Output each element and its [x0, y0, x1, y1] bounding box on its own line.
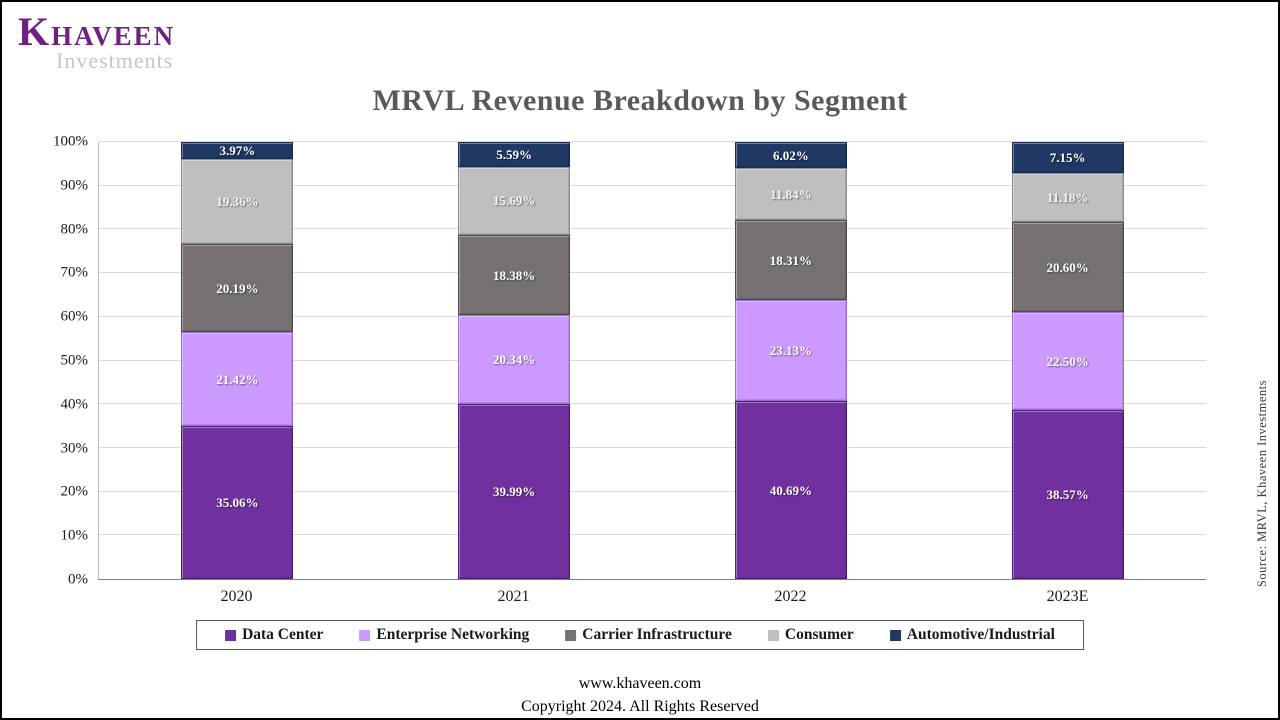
- segment-value-label: 20.60%: [1046, 259, 1089, 275]
- footer-copyright: Copyright 2024. All Rights Reserved: [521, 698, 759, 716]
- segment-value-label: 20.19%: [216, 280, 259, 296]
- y-axis: 0% 10% 20% 30% 40% 50% 60% 70% 80% 90% 100%: [36, 134, 98, 588]
- x-axis-labels: 2020 2021 2022 2023E: [98, 588, 1206, 606]
- bar-segment-data-center: 35.06%: [181, 425, 294, 579]
- segment-value-label: 22.50%: [1046, 353, 1089, 369]
- gridline: [99, 141, 1206, 142]
- bar-segment-consumer: 11.84%: [734, 168, 847, 221]
- chart-title: MRVL Revenue Breakdown by Segment: [372, 84, 908, 117]
- bar-segment-carrier-infrastructure: 20.19%: [181, 243, 294, 333]
- segment-value-label: 21.42%: [216, 371, 259, 387]
- legend-item-consumer: Consumer: [767, 626, 854, 644]
- legend-label: Consumer: [784, 626, 854, 643]
- legend-label: Automotive/Industrial: [906, 626, 1055, 643]
- segment-value-label: 6.02%: [773, 147, 809, 163]
- y-tick-label: 30%: [60, 440, 89, 457]
- legend-label: Enterprise Networking: [376, 626, 530, 643]
- bar-segment-data-center: 40.69%: [734, 401, 847, 579]
- bar-2021: 39.99% 20.34% 18.38% 15.69% 5.59%: [458, 142, 571, 579]
- legend-label: Carrier Infrastructure: [582, 626, 732, 643]
- source-note: Source: MRVL, Khaveen Investments: [1255, 380, 1269, 588]
- segment-value-label: 38.57%: [1046, 487, 1089, 503]
- segment-value-label: 18.38%: [493, 267, 536, 283]
- x-category-label: 2023E: [1046, 588, 1089, 605]
- y-tick-label: 90%: [60, 177, 89, 194]
- y-tick-label: 10%: [60, 527, 89, 544]
- segment-value-label: 11.18%: [1046, 190, 1089, 206]
- bar-segment-enterprise-networking: 23.13%: [734, 300, 847, 402]
- segment-value-label: 40.69%: [769, 482, 812, 498]
- bar-segment-consumer: 11.18%: [1011, 173, 1124, 223]
- logo-subtitle: Investments: [56, 48, 174, 73]
- x-category-label: 2020: [220, 588, 253, 605]
- legend-item-automotive-industrial: Automotive/Industrial: [889, 626, 1055, 644]
- legend-marker: [359, 629, 371, 641]
- y-tick-label: 80%: [60, 221, 89, 238]
- segment-value-label: 18.31%: [769, 252, 812, 268]
- bar-segment-data-center: 38.57%: [1011, 410, 1124, 579]
- legend-marker: [225, 629, 237, 641]
- y-tick-label: 100%: [53, 133, 88, 150]
- legend-label: Data Center: [242, 626, 324, 643]
- legend-item-data-center: Data Center: [225, 626, 323, 644]
- logo: Khaveen Investments: [18, 8, 175, 74]
- bar-segment-automotive-industrial: 7.15%: [1011, 142, 1124, 174]
- bar-segment-enterprise-networking: 22.50%: [1011, 312, 1124, 411]
- y-tick-label: 60%: [60, 308, 89, 325]
- gridline: [99, 228, 1206, 230]
- gridline: [99, 359, 1206, 361]
- segment-value-label: 35.06%: [216, 494, 259, 510]
- bar-segment-carrier-infrastructure: 20.60%: [1011, 222, 1124, 313]
- bar-segment-consumer: 15.69%: [458, 166, 571, 236]
- bar-2022: 40.69% 23.13% 18.31% 11.84% 6.02%: [734, 142, 847, 579]
- legend-item-enterprise-networking: Enterprise Networking: [359, 626, 529, 644]
- segment-value-label: 19.36%: [216, 194, 259, 210]
- y-tick-label: 50%: [60, 352, 89, 369]
- bars: 35.06% 21.42% 20.19% 19.36% 3.97% 39.99% 20.34…: [99, 142, 1206, 579]
- segment-value-label: 11.84%: [770, 186, 812, 202]
- legend-marker: [565, 629, 577, 641]
- segment-value-label: 15.69%: [493, 193, 536, 209]
- gridline: [99, 315, 1206, 317]
- y-tick-label: 20%: [60, 483, 89, 500]
- segment-value-label: 20.34%: [493, 352, 536, 368]
- logo-name: Khaveen: [18, 9, 176, 54]
- bar-segment-data-center: 39.99%: [458, 404, 571, 579]
- gridline: [99, 403, 1206, 405]
- gridline: [99, 446, 1206, 448]
- bar-2023e: 38.57% 22.50% 20.60% 11.18% 7.15%: [1011, 142, 1124, 579]
- bar-segment-automotive-industrial: 6.02%: [734, 142, 847, 169]
- plot-area: 35.06% 21.42% 20.19% 19.36% 3.97% 39.99% 20.34…: [98, 141, 1206, 580]
- y-tick-label: 70%: [60, 264, 89, 281]
- gridline: [99, 272, 1206, 274]
- segment-value-label: 5.59%: [496, 146, 532, 162]
- x-category-label: 2022: [774, 588, 807, 605]
- bar-segment-carrier-infrastructure: 18.31%: [734, 220, 847, 301]
- footer-website: www.khaveen.com: [578, 675, 702, 692]
- bar-segment-carrier-infrastructure: 18.38%: [458, 235, 571, 316]
- segment-value-label: 7.15%: [1049, 150, 1086, 166]
- y-tick-label: 0%: [68, 571, 88, 588]
- footer: www.khaveen.com Copyright 2024. All Righ…: [2, 672, 1278, 718]
- legend-marker: [889, 629, 901, 641]
- segment-value-label: 3.97%: [219, 143, 256, 159]
- y-tick-label: 40%: [60, 396, 89, 413]
- bar-segment-enterprise-networking: 20.34%: [458, 315, 571, 405]
- legend-marker: [767, 629, 779, 641]
- segment-value-label: 23.13%: [769, 343, 812, 359]
- bar-segment-automotive-industrial: 5.59%: [458, 142, 571, 167]
- gridline: [99, 184, 1206, 186]
- gridline: [99, 490, 1206, 492]
- gridline: [99, 534, 1206, 536]
- bar-segment-enterprise-networking: 21.42%: [181, 332, 294, 426]
- legend-item-carrier-infrastructure: Carrier Infrastructure: [565, 626, 732, 644]
- bar-2020: 35.06% 21.42% 20.19% 19.36% 3.97%: [181, 142, 294, 579]
- stacked-bar-chart: 0% 10% 20% 30% 40% 50% 60% 70% 80% 90% 100% 35.06%…: [36, 134, 1206, 605]
- bar-segment-automotive-industrial: 3.97%: [181, 142, 294, 160]
- segment-value-label: 39.99%: [493, 484, 536, 500]
- legend: Data Center Enterprise Networking Carrier …: [196, 620, 1084, 650]
- x-category-label: 2021: [497, 588, 530, 605]
- bar-segment-consumer: 19.36%: [181, 159, 294, 244]
